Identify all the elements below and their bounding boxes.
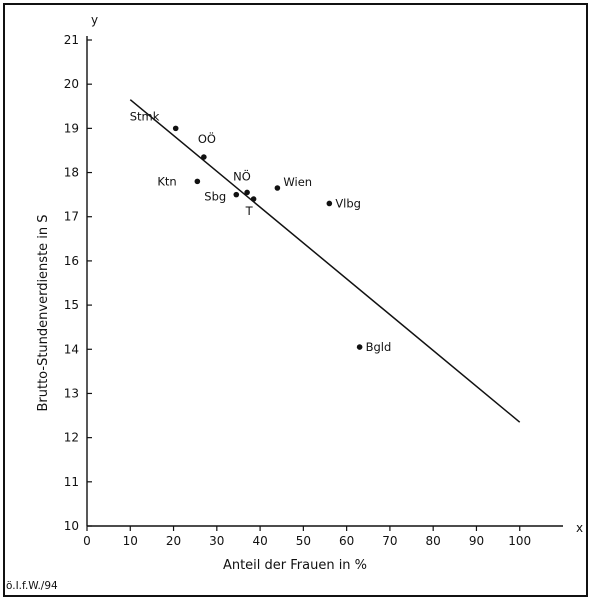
data-point — [201, 154, 207, 160]
chart-frame — [3, 3, 588, 597]
y-tick-label: 20 — [64, 77, 79, 91]
x-tick-label: 70 — [382, 534, 397, 548]
x-tick-label: 0 — [83, 534, 91, 548]
axes — [86, 36, 563, 527]
y-tick-label: 19 — [64, 121, 79, 135]
y-tick-label: 17 — [64, 210, 79, 224]
data-point-label: Stmk — [130, 109, 160, 123]
data-point — [172, 125, 179, 132]
data-point — [250, 196, 257, 202]
y-axis-letter: y — [91, 13, 98, 27]
x-tick-label: 80 — [426, 534, 441, 548]
x-ticks: 0 10 20 30 40 50 60 70 80 90 100 — [83, 526, 531, 548]
data-point — [244, 189, 250, 196]
data-point — [274, 185, 281, 191]
y-tick-label: 13 — [64, 386, 79, 400]
y-tick-label: 10 — [64, 519, 79, 533]
y-tick-label: 11 — [64, 475, 79, 489]
data-point — [233, 191, 240, 198]
data-point — [356, 344, 363, 350]
x-tick-label: 100 — [508, 534, 531, 548]
x-axis-label: Anteil der Frauen in % — [223, 558, 367, 573]
x-tick-label: 40 — [252, 534, 267, 548]
data-point-label: OÖ — [198, 130, 216, 146]
data-point-label: Vlbg — [335, 196, 361, 210]
x-axis-letter: x — [576, 521, 583, 535]
y-tick-label: 21 — [64, 33, 79, 47]
source-footer: ö.I.f.W./94 — [6, 580, 58, 592]
x-tick-label: 90 — [469, 534, 484, 548]
data-point-label: NÖ — [233, 167, 251, 183]
y-tick-label: 12 — [64, 431, 79, 445]
data-points: Stmk OÖ Ktn NÖ Sbg T Wien Vlbg Bgld — [130, 109, 392, 354]
x-tick-label: 20 — [166, 534, 181, 548]
data-point-label: Sbg — [204, 190, 226, 204]
x-tick-label: 30 — [209, 534, 224, 548]
data-point — [194, 178, 201, 185]
y-ticks: 10 11 12 13 14 15 16 17 18 19 20 21 — [64, 33, 92, 533]
y-axis-label: Brutto-Stundenverdienste in S — [36, 214, 51, 411]
data-point — [326, 200, 333, 207]
x-tick-label: 50 — [296, 534, 311, 548]
x-tick-label: 10 — [123, 534, 138, 548]
data-point-label: Ktn — [157, 174, 176, 188]
regression-line — [129, 99, 521, 423]
data-point-label: Wien — [283, 175, 312, 189]
y-tick-label: 15 — [64, 298, 79, 312]
y-tick-label: 16 — [64, 254, 79, 268]
data-point-label: Bgld — [366, 340, 392, 354]
y-tick-label: 14 — [64, 342, 79, 356]
y-tick-label: 18 — [64, 166, 79, 180]
data-point-label: T — [245, 204, 254, 218]
x-tick-label: 60 — [339, 534, 354, 548]
